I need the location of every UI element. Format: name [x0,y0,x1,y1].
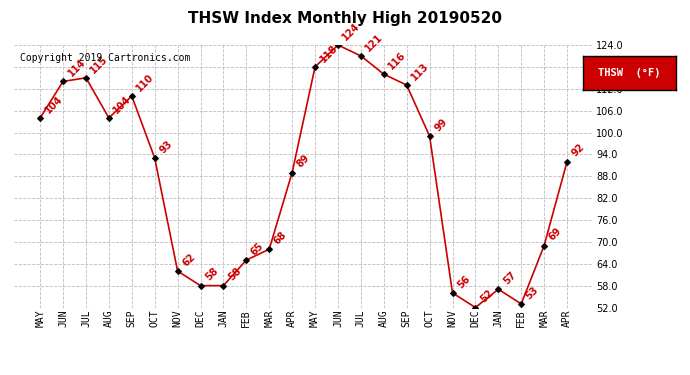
Text: 58: 58 [204,266,220,283]
Point [515,301,526,307]
Text: 115: 115 [89,54,110,75]
Text: 53: 53 [524,285,541,301]
Text: 56: 56 [455,273,472,290]
Point [424,133,435,139]
Point [378,71,389,77]
Point [218,283,229,289]
Text: 52: 52 [478,288,495,305]
Point [310,64,321,70]
Point [104,115,115,121]
Text: THSW  (°F): THSW (°F) [598,68,661,78]
Text: 92: 92 [570,142,586,159]
Text: 93: 93 [157,139,174,155]
Point [286,170,297,176]
Point [172,268,183,274]
Text: 65: 65 [249,241,266,257]
Point [355,53,366,59]
Text: 69: 69 [547,226,564,243]
Text: THSW Index Monthly High 20190520: THSW Index Monthly High 20190520 [188,11,502,26]
Text: Copyright 2019 Cartronics.com: Copyright 2019 Cartronics.com [19,53,190,63]
Point [539,243,550,249]
Text: 110: 110 [135,72,156,93]
Text: 116: 116 [386,50,408,71]
Point [81,75,92,81]
Text: 68: 68 [272,230,288,246]
Text: 113: 113 [409,61,431,82]
Point [447,290,458,296]
Text: 58: 58 [226,266,243,283]
Point [34,115,46,121]
Point [149,155,160,161]
Text: 104: 104 [43,94,64,115]
Text: 118: 118 [318,43,339,64]
Point [57,78,68,84]
Text: 99: 99 [433,117,449,134]
Point [470,304,481,310]
Point [401,82,412,88]
Point [493,286,504,292]
Point [241,257,252,263]
Text: 57: 57 [501,270,518,286]
Text: 104: 104 [112,94,133,115]
Text: 124: 124 [341,21,362,42]
Text: 121: 121 [364,32,385,53]
Text: 62: 62 [180,252,197,268]
Point [195,283,206,289]
Point [333,42,344,48]
Text: 114: 114 [66,57,87,79]
Point [126,93,137,99]
Point [264,246,275,252]
Text: 89: 89 [295,153,312,170]
Point [562,159,573,165]
